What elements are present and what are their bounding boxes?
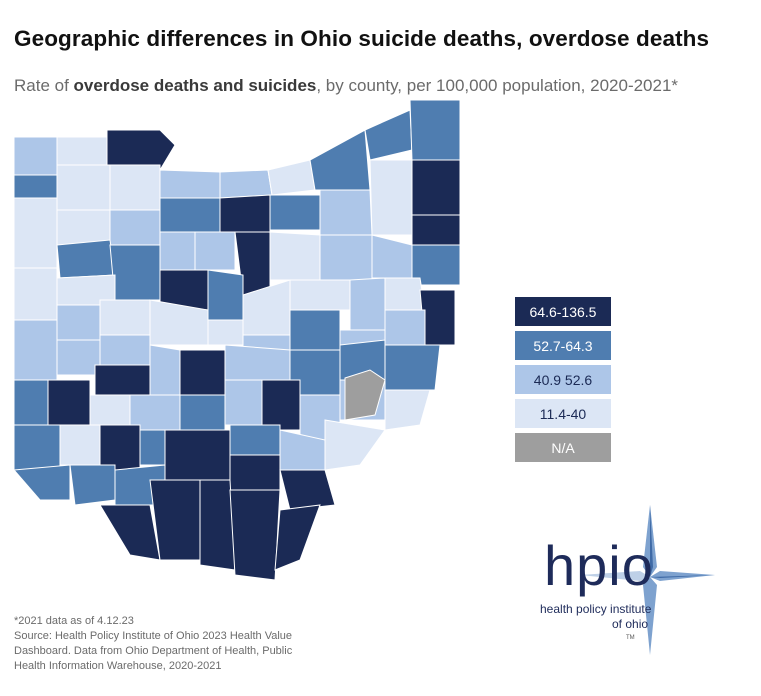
county-21 bbox=[13, 197, 58, 269]
trademark: TM bbox=[626, 635, 635, 641]
county-18 bbox=[159, 197, 221, 233]
county-14 bbox=[369, 159, 413, 236]
county-71 bbox=[59, 424, 101, 466]
county-6 bbox=[56, 164, 111, 211]
county-57 bbox=[384, 344, 441, 391]
county-79 bbox=[69, 464, 116, 506]
page-title: Geographic differences in Ohio suicide d… bbox=[14, 26, 710, 51]
county-2 bbox=[56, 136, 108, 166]
hpio-logo: hpio health policy institute of ohio TM bbox=[520, 505, 750, 655]
county-35 bbox=[207, 269, 244, 321]
county-1 bbox=[13, 136, 58, 176]
county-44 bbox=[207, 319, 244, 346]
county-87 bbox=[274, 504, 321, 571]
county-49 bbox=[13, 319, 58, 381]
legend-item-1: 64.6-136.5 bbox=[515, 297, 611, 326]
county-86 bbox=[229, 489, 281, 581]
county-9 bbox=[267, 159, 316, 196]
lake-erie-shoreline bbox=[203, 149, 241, 169]
county-13 bbox=[411, 159, 461, 216]
county-64 bbox=[224, 379, 263, 426]
county-22 bbox=[411, 214, 461, 246]
county-23 bbox=[56, 239, 116, 279]
county-75 bbox=[229, 424, 281, 456]
compass-star-icon bbox=[580, 505, 715, 655]
footnote-date: *2021 data as of 4.12.23 bbox=[14, 615, 134, 627]
county-65 bbox=[261, 379, 301, 431]
legend-item-4: 11.4-40 bbox=[515, 399, 611, 428]
county-7 bbox=[109, 164, 161, 211]
county-5 bbox=[13, 174, 58, 199]
legend-item-3: 40.9 52.6 bbox=[515, 365, 611, 394]
county-74 bbox=[164, 429, 231, 481]
source-footnote: *2021 data as of 4.12.23 Source: Health … bbox=[14, 614, 314, 674]
county-30 bbox=[371, 234, 413, 279]
county-72 bbox=[99, 424, 141, 471]
county-60 bbox=[94, 364, 151, 396]
county-39 bbox=[384, 277, 426, 311]
map-legend: 64.6-136.5 52.7-64.3 40.9 52.6 11.4-40 N… bbox=[515, 297, 611, 467]
legend-item-na: N/A bbox=[515, 433, 611, 462]
county-10 bbox=[309, 129, 371, 191]
page-subtitle: Rate of overdose deaths and suicides, by… bbox=[14, 76, 679, 95]
ohio-county-map bbox=[12, 100, 461, 581]
county-81 bbox=[229, 454, 281, 491]
county-58 bbox=[13, 379, 49, 426]
county-15 bbox=[319, 189, 373, 236]
county-69 bbox=[344, 369, 386, 421]
county-59 bbox=[47, 379, 91, 426]
county-78 bbox=[12, 464, 71, 501]
county-41 bbox=[56, 304, 101, 341]
county-24 bbox=[109, 244, 161, 301]
county-51 bbox=[99, 334, 151, 366]
logo-tagline-2: of ohio bbox=[612, 617, 649, 631]
county-8 bbox=[219, 169, 273, 199]
county-82 bbox=[279, 469, 336, 511]
county-61 bbox=[89, 394, 131, 426]
county-19 bbox=[109, 209, 161, 246]
logo-wordmark: hpio bbox=[544, 534, 654, 597]
county-63 bbox=[179, 394, 226, 431]
county-37 bbox=[289, 279, 351, 311]
county-54 bbox=[224, 344, 291, 381]
county-20 bbox=[56, 209, 111, 246]
county-11 bbox=[364, 109, 413, 161]
county-46 bbox=[289, 309, 341, 351]
county-38 bbox=[349, 277, 386, 331]
county-70 bbox=[13, 424, 61, 471]
county-17 bbox=[219, 194, 271, 233]
county-29 bbox=[319, 234, 373, 281]
county-25 bbox=[159, 231, 196, 271]
county-3 bbox=[106, 129, 176, 171]
county-52 bbox=[149, 344, 181, 396]
county-53 bbox=[179, 349, 226, 396]
footnote-source: Source: Health Policy Institute of Ohio … bbox=[14, 630, 293, 672]
county-48 bbox=[384, 309, 426, 346]
county-42 bbox=[99, 299, 151, 336]
county-31 bbox=[411, 244, 461, 286]
county-50 bbox=[56, 339, 101, 376]
county-26 bbox=[194, 231, 236, 271]
logo-tagline-1: health policy institute bbox=[540, 602, 652, 616]
county-12 bbox=[409, 100, 461, 161]
legend-item-2: 52.7-64.3 bbox=[515, 331, 611, 360]
county-77 bbox=[324, 419, 386, 471]
county-68 bbox=[384, 389, 431, 431]
county-32 bbox=[13, 267, 58, 321]
county-16 bbox=[269, 194, 321, 231]
county-28 bbox=[269, 231, 321, 281]
county-4 bbox=[159, 169, 221, 199]
county-83 bbox=[99, 504, 161, 561]
county-73 bbox=[139, 429, 166, 466]
